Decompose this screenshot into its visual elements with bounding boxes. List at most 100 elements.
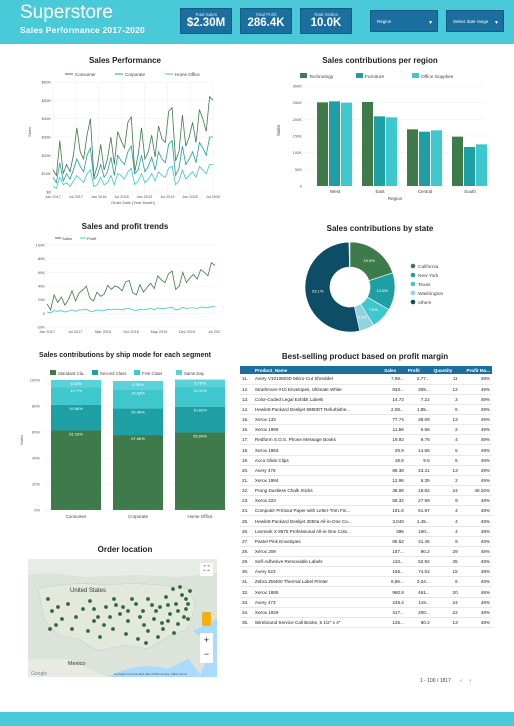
order-marker[interactable] — [164, 595, 168, 599]
table-row[interactable]: 17. Redform S.O.S. Phone Message Books 19.… — [240, 434, 492, 446]
order-marker[interactable] — [158, 605, 162, 609]
order-marker[interactable] — [126, 609, 130, 613]
table-row[interactable]: 18. Xerox 1983 29.9 14.65 5 49% — [240, 444, 492, 456]
order-marker[interactable] — [118, 612, 122, 616]
order-marker[interactable] — [70, 627, 74, 631]
order-marker[interactable] — [136, 637, 140, 641]
table-row[interactable]: 33. Avery 473 248.4 119... 24 48% — [240, 597, 492, 608]
order-marker[interactable] — [146, 597, 150, 601]
order-marker[interactable] — [50, 609, 54, 613]
col-quantity[interactable]: Quantity — [431, 366, 460, 374]
kpi-total-profit[interactable]: Total Profit 286.4K — [240, 8, 292, 34]
table-row[interactable]: 35. Wirebound Service Call Books, 5 1/2" … — [240, 617, 492, 629]
order-marker[interactable] — [126, 619, 130, 623]
order-marker[interactable] — [88, 599, 92, 603]
table-row[interactable]: 24. Computer Printout Paper with Letter-T… — [240, 505, 492, 517]
table-row[interactable]: 30. Avery 523 155... 74.52 15 48% — [240, 566, 492, 578]
order-marker[interactable] — [114, 603, 118, 607]
order-marker[interactable] — [172, 631, 176, 635]
table-row[interactable]: 21. Xerox 1984 12.96 6.35 2 49% — [240, 475, 492, 487]
order-marker[interactable] — [124, 632, 128, 636]
table-row[interactable]: 27. Pastel Pink Envelopes 65.52 31.45 9 48% — [240, 536, 492, 547]
order-marker[interactable] — [121, 605, 125, 609]
order-marker[interactable] — [92, 619, 96, 623]
col-product-name[interactable]: Product_Name — [252, 366, 383, 374]
order-marker[interactable] — [184, 597, 188, 601]
order-marker[interactable] — [134, 602, 138, 606]
order-marker[interactable] — [98, 635, 102, 639]
order-marker[interactable] — [180, 593, 184, 597]
table-row[interactable]: 34. Xerox 1929 417... 200... 22 48% — [240, 607, 492, 618]
zoom-in-button[interactable]: + — [203, 635, 210, 645]
order-marker[interactable] — [74, 615, 78, 619]
order-marker[interactable] — [144, 641, 148, 645]
table-row[interactable]: 23. Xerox 223 58.32 27.99 9 48% — [240, 495, 492, 507]
order-marker[interactable] — [60, 617, 64, 621]
order-marker[interactable] — [186, 602, 190, 606]
order-marker[interactable] — [176, 609, 180, 613]
order-marker[interactable] — [142, 623, 146, 627]
order-marker[interactable] — [182, 615, 186, 619]
fullscreen-button[interactable]: ⛶ — [200, 563, 213, 576]
table-row[interactable]: 19. Acco Glide Clips 19.6 9.6 5 49% — [240, 455, 492, 466]
order-marker[interactable] — [161, 627, 165, 631]
order-marker[interactable] — [104, 605, 108, 609]
order-marker[interactable] — [66, 602, 70, 606]
kpi-total-orders[interactable]: Total Orders 10.0K — [300, 8, 352, 34]
order-marker[interactable] — [46, 597, 50, 601]
order-marker[interactable] — [108, 615, 112, 619]
table-row[interactable]: 14. Hewlett-Packard Deskjet 5980DT Refurb… — [240, 404, 492, 416]
order-marker[interactable] — [112, 597, 116, 601]
table-row[interactable]: 15. Xerox 133 77.74 38.09 13 49% — [240, 414, 492, 426]
order-marker[interactable] — [152, 617, 156, 621]
order-location-map[interactable]: United States Mexico Google Keyboard sho… — [28, 559, 217, 677]
col-sales[interactable]: Sales — [382, 366, 406, 374]
table-row[interactable]: 20. Avery 478 88.38 43.31 13 49% — [240, 465, 492, 476]
order-marker[interactable] — [184, 607, 188, 611]
order-marker[interactable] — [138, 615, 142, 619]
order-marker[interactable] — [166, 619, 170, 623]
order-marker[interactable] — [176, 622, 180, 626]
order-marker[interactable] — [186, 617, 190, 621]
zoom-out-button[interactable]: − — [203, 649, 210, 659]
table-row[interactable]: 13. Color-Coded Legal Exhibit Labels 14.73… — [240, 394, 492, 405]
order-marker[interactable] — [188, 589, 192, 593]
street-view-pegman-icon[interactable] — [202, 612, 211, 626]
order-marker[interactable] — [178, 585, 182, 589]
order-marker[interactable] — [96, 615, 100, 619]
order-marker[interactable] — [81, 607, 85, 611]
table-row[interactable]: 26. Lexmark X 9575 Professional All-in-On… — [240, 526, 492, 537]
order-marker[interactable] — [150, 603, 154, 607]
region-filter[interactable]: Region ▾ — [370, 10, 438, 32]
table-row[interactable]: 31. Zebra ZM400 Thermal Label Printer 6,96… — [240, 576, 492, 588]
order-marker[interactable] — [174, 602, 178, 606]
table-row[interactable]: 11. Avery V1010MOD Micro-Cut Shredder 7,69… — [240, 374, 492, 385]
order-marker[interactable] — [141, 609, 145, 613]
order-marker[interactable] — [154, 609, 158, 613]
table-row[interactable]: 16. Xerox 1969 11.56 5.66 2 49% — [240, 424, 492, 436]
order-marker[interactable] — [146, 629, 150, 633]
order-marker[interactable] — [86, 629, 90, 633]
col-profit-margin[interactable]: Profit Ma... — [459, 366, 492, 374]
col-profit[interactable]: Profit — [405, 366, 432, 374]
order-marker[interactable] — [160, 621, 164, 625]
order-marker[interactable] — [171, 587, 175, 591]
prev-page-button[interactable]: ‹ — [460, 678, 462, 684]
order-marker[interactable] — [166, 603, 170, 607]
order-marker[interactable] — [54, 623, 58, 627]
order-marker[interactable] — [168, 612, 172, 616]
order-marker[interactable] — [130, 597, 134, 601]
date-range-filter[interactable]: Select date range ▾ — [446, 10, 504, 32]
order-marker[interactable] — [102, 623, 106, 627]
order-marker[interactable] — [156, 635, 160, 639]
table-row[interactable]: 22. Prang Dustless Chalk Sticks 38.98 18.82… — [240, 485, 492, 497]
table-row[interactable]: 12. Strathmore #10 Envelopes, Ultimate Wh… — [240, 384, 492, 395]
table-row[interactable]: 28. Xerox 209 187... 90.2 29 48% — [240, 546, 492, 558]
order-marker[interactable] — [92, 607, 96, 611]
order-marker[interactable] — [111, 627, 115, 631]
table-row[interactable]: 29. Self-Adhesive Removable Labels 110... 5… — [240, 556, 492, 568]
order-marker[interactable] — [56, 605, 60, 609]
table-row[interactable]: 25. Hewlett-Packard Deskjet 3050a All-in-… — [240, 515, 492, 527]
kpi-total-sales[interactable]: Total Sales $2.30M — [180, 8, 232, 34]
table-row[interactable]: 32. Xerox 1885 960.8 461... 20 48% — [240, 586, 492, 598]
